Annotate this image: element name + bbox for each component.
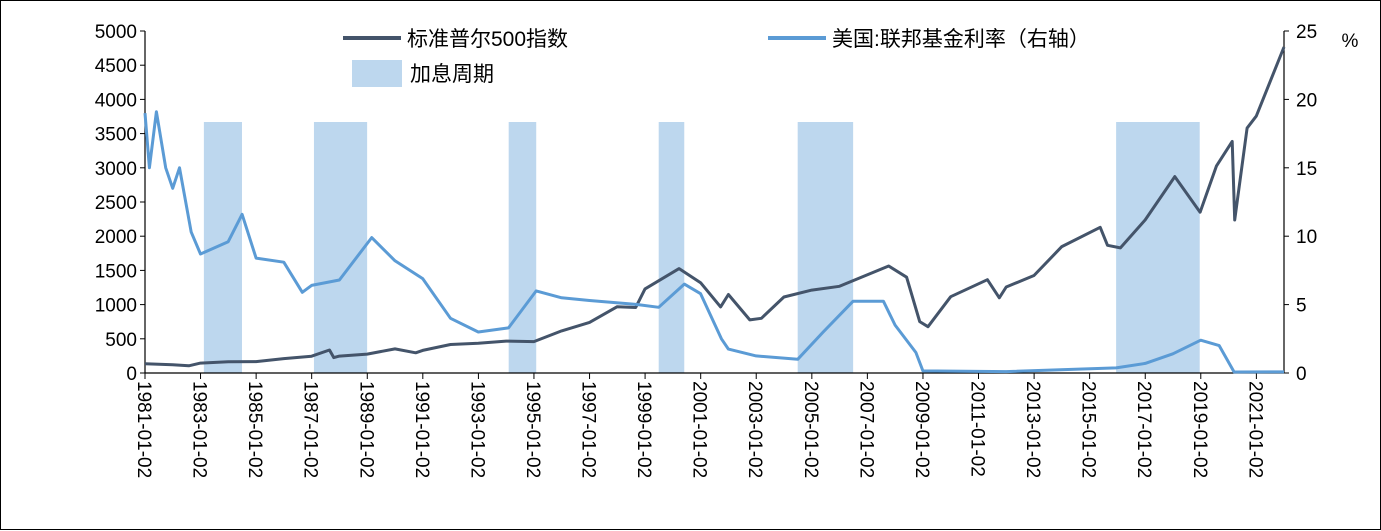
legend-label: 标准普尔500指数	[407, 28, 568, 51]
y-tick-label: 3000	[95, 159, 137, 180]
y-tick-label: 2500	[95, 193, 137, 214]
x-tick-label: 1993-01-02	[466, 381, 487, 478]
legend-label: 美国:联邦基金利率（右轴）	[832, 28, 1090, 51]
x-tick-label: 1987-01-02	[300, 381, 321, 478]
y-tick-label: 4000	[95, 90, 137, 111]
y2-tick-label: 20	[1296, 90, 1317, 111]
hike-period-0	[203, 122, 242, 373]
x-tick-label: 1981-01-02	[133, 381, 154, 478]
legend-label: 加息周期	[410, 63, 494, 86]
sp500-line	[144, 46, 1286, 368]
x-tick-label: 2021-01-02	[1244, 381, 1265, 478]
hike-period-5	[1116, 122, 1200, 373]
x-tick-label: 2019-01-02	[1189, 381, 1210, 478]
x-tick-label: 2005-01-02	[800, 381, 821, 478]
x-tick-label: 1983-01-02	[189, 381, 210, 478]
y-tick-label: 0	[126, 364, 137, 385]
x-tick-label: 2007-01-02	[855, 381, 876, 478]
hike-period-1	[313, 122, 368, 373]
y-tick-label: 500	[105, 330, 137, 351]
series-layer	[143, 46, 1286, 374]
hike-period-4	[797, 122, 854, 373]
x-tick-label: 2017-01-02	[1133, 381, 1154, 478]
rate-hike-periods	[203, 122, 1200, 373]
x-tick-label: 2001-01-02	[689, 381, 710, 478]
x-tick-label: 1989-01-02	[355, 381, 376, 478]
legend: 标准普尔500指数 美国:联邦基金利率（右轴） 加息周期	[343, 28, 1090, 87]
y-tick-label: 1000	[95, 296, 137, 317]
fed-funds-rate-line	[143, 110, 1285, 374]
y-tick-label: 1500	[95, 261, 137, 282]
x-tick-label: 1999-01-02	[633, 381, 654, 478]
x-tick-label: 2003-01-02	[744, 381, 765, 478]
x-tick-label: 2013-01-02	[1022, 381, 1043, 478]
hike-period-2	[508, 122, 537, 373]
y2-tick-label: 15	[1296, 159, 1317, 180]
axes: 0 500 1000 1500 2000 2500 3000 3500 4000 4500 5000…	[95, 22, 1359, 478]
x-tick-label: 1991-01-02	[411, 381, 432, 478]
x-tick-label: 2009-01-02	[911, 381, 932, 478]
x-tick-label: 1997-01-02	[578, 381, 599, 478]
y2-unit-label: %	[1342, 31, 1359, 52]
y-tick-label: 4500	[95, 56, 137, 77]
hike-period-3	[658, 122, 685, 373]
y-tick-label: 2000	[95, 227, 137, 248]
legend-swatch-hike-period	[352, 60, 402, 87]
x-tick-label: 1995-01-02	[522, 381, 543, 478]
x-tick-label: 2011-01-02	[967, 381, 988, 477]
x-tick-label: 1985-01-02	[244, 381, 265, 478]
x-tick-label: 2015-01-02	[1078, 381, 1099, 478]
y-tick-label: 3500	[95, 125, 137, 146]
y2-tick-label: 25	[1296, 22, 1317, 43]
y2-tick-label: 0	[1296, 364, 1307, 385]
y2-tick-label: 10	[1296, 227, 1317, 248]
y-tick-label: 5000	[95, 22, 137, 43]
y2-tick-label: 5	[1296, 296, 1307, 317]
